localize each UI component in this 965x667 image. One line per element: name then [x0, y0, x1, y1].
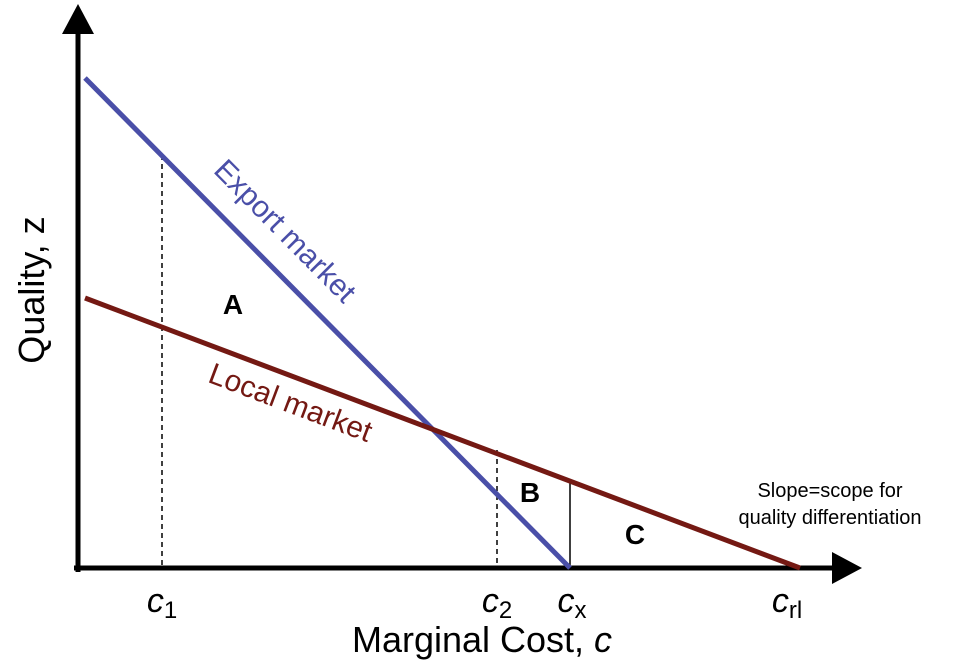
tick-main: c: [772, 582, 789, 620]
region-label: C: [625, 519, 645, 550]
tick-main: c: [147, 582, 164, 620]
tick-sub: x: [575, 597, 587, 624]
region-label: A: [223, 289, 243, 320]
tick-label: c2: [482, 582, 512, 624]
local-label: Local market: [204, 357, 377, 449]
local-line: [84, 295, 801, 571]
x-axis-label: Marginal Cost, c: [352, 619, 612, 660]
tick-sub: rl: [789, 597, 802, 624]
region-label: B: [520, 477, 540, 508]
annotation: Slope=scope for: [757, 480, 902, 502]
tick-label: cx: [558, 582, 587, 624]
export-line: [83, 76, 572, 570]
tick-sub: 1: [164, 597, 177, 624]
x-arrow: [832, 552, 862, 584]
annotation: quality differentiation: [738, 507, 921, 529]
tick-main: c: [482, 582, 499, 620]
y-arrow: [62, 4, 94, 34]
export-label: Export market: [207, 153, 362, 309]
x-label-text: Marginal Cost,: [352, 619, 594, 660]
tick-sub: 2: [499, 597, 512, 624]
tick-main: c: [558, 582, 575, 620]
x-label-symbol: c: [594, 619, 612, 660]
tick-label: c1: [147, 582, 177, 624]
y-axis-label: Quality, z: [11, 216, 52, 363]
tick-label: crl: [772, 582, 802, 624]
